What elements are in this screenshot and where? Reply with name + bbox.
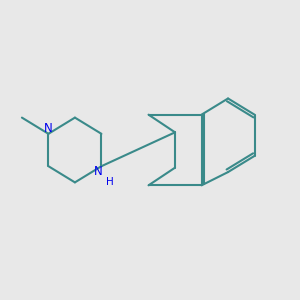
Text: H: H bbox=[106, 176, 113, 187]
Text: N: N bbox=[44, 122, 53, 135]
Text: N: N bbox=[94, 165, 102, 178]
